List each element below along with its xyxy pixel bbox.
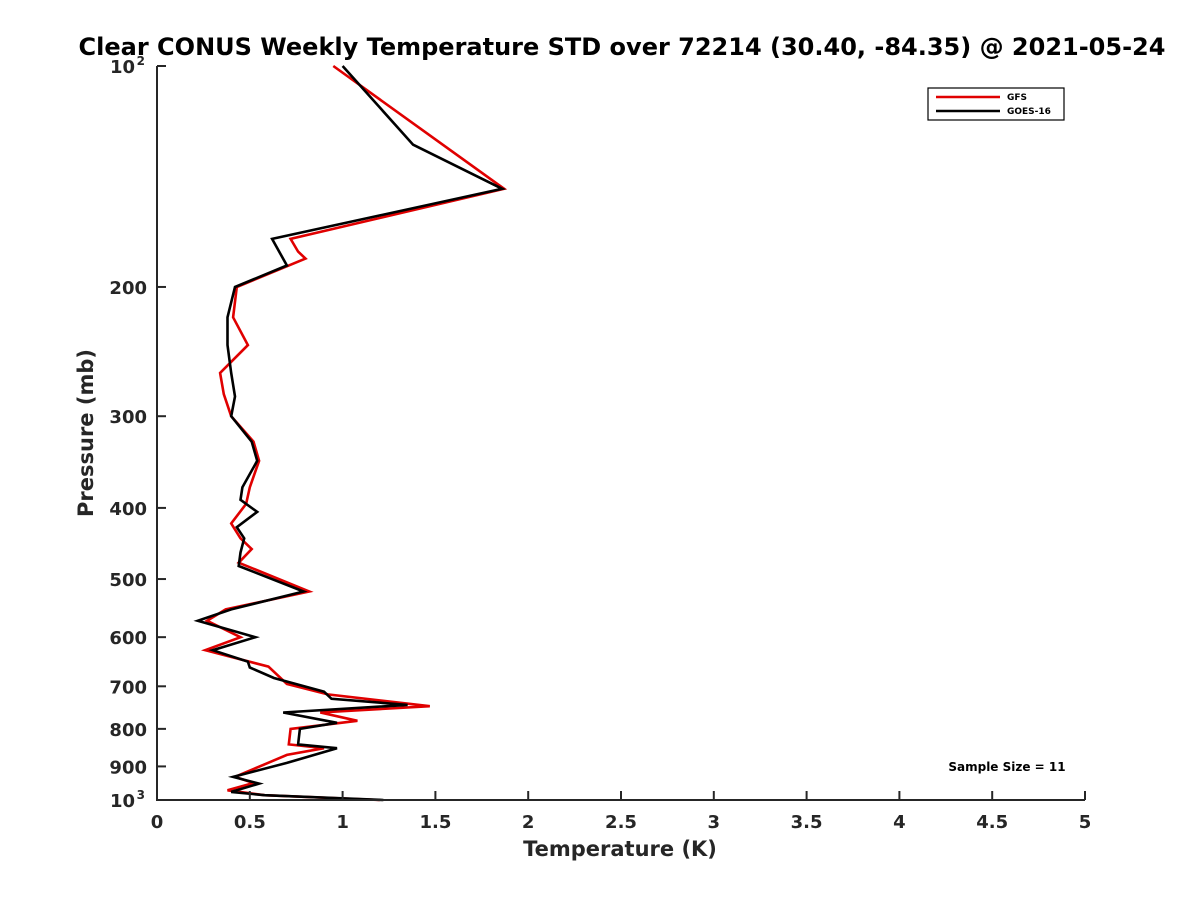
y-tick-label: 10 <box>110 791 135 812</box>
x-tick-label: 0.5 <box>234 812 266 833</box>
y-axis-label: Pressure (mb) <box>74 349 98 517</box>
legend-label: GOES-16 <box>1007 107 1051 117</box>
x-tick-label: 5 <box>1079 812 1092 833</box>
series-layer <box>193 64 508 802</box>
y-tick-label: 900 <box>109 757 147 778</box>
legend-label: GFS <box>1007 93 1027 103</box>
x-tick-label: 0 <box>151 812 164 833</box>
series-line <box>200 64 508 802</box>
y-tick-exponent: 3 <box>137 788 145 802</box>
series-gfs <box>200 64 508 802</box>
x-tick-label: 1.5 <box>419 812 451 833</box>
x-tick-label: 3.5 <box>791 812 823 833</box>
y-tick-label: 300 <box>109 407 147 428</box>
series-goes-16 <box>193 65 507 802</box>
y-tick-label: 800 <box>109 720 147 741</box>
series-line <box>193 65 507 802</box>
axes-frame <box>156 66 1085 801</box>
x-tick-label: 3 <box>708 812 721 833</box>
x-tick-label: 1 <box>336 812 349 833</box>
y-tick-label: 200 <box>109 278 147 299</box>
y-tick-label: 400 <box>109 499 147 520</box>
x-tick-label: 2.5 <box>605 812 637 833</box>
x-tick-label: 4.5 <box>976 812 1008 833</box>
y-tick-label: 700 <box>109 677 147 698</box>
chart-title: Clear CONUS Weekly Temperature STD over … <box>79 33 1166 61</box>
y-tick-exponent: 2 <box>137 54 145 68</box>
sample-size-annotation: Sample Size = 11 <box>948 760 1065 774</box>
y-tick-label: 500 <box>109 570 147 591</box>
legend: GFS GOES-16 <box>927 87 1065 121</box>
x-axis: 0 0.5 1 1.5 2 2.5 3 3.5 4 4.5 5 <box>151 791 1092 833</box>
x-tick-label: 4 <box>893 812 906 833</box>
legend-box <box>927 87 1065 121</box>
x-tick-label: 2 <box>522 812 535 833</box>
x-axis-label: Temperature (K) <box>523 837 717 861</box>
y-tick-label: 10 <box>110 57 135 78</box>
y-tick-label: 600 <box>109 628 147 649</box>
